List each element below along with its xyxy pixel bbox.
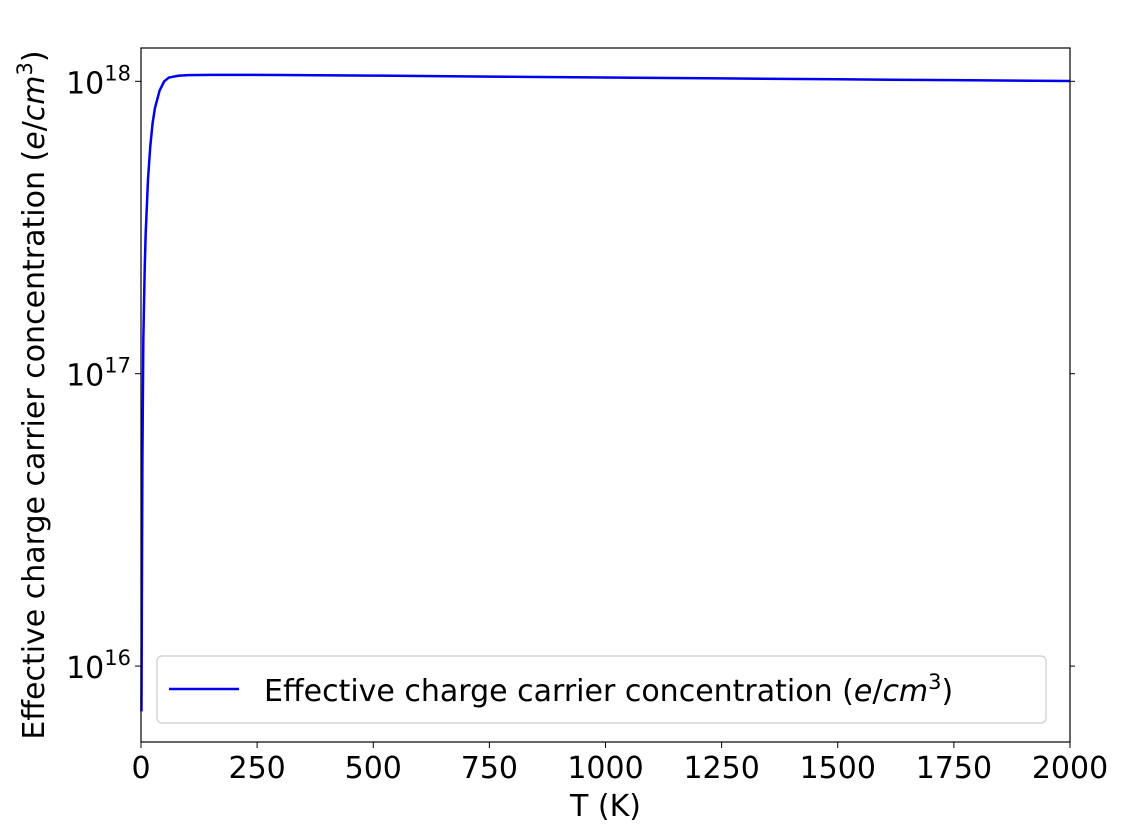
- series-layer: [140, 73, 1071, 712]
- x-tick-label: 2000: [1032, 751, 1108, 786]
- y-axis-ticks: 1016 1017 1018: [66, 61, 1075, 686]
- y-tick-label: 1016: [66, 646, 131, 686]
- x-tick-label: 1750: [916, 751, 992, 786]
- x-tick-label: 500: [345, 751, 402, 786]
- x-tick-label: 0: [131, 751, 150, 786]
- x-tick-label: 250: [228, 751, 285, 786]
- x-tick-label: 1500: [800, 751, 876, 786]
- legend-box: [156, 655, 1047, 724]
- x-axis-ticks: 0 250 500 750 1000 1250 1500 1750 2000: [131, 742, 1108, 786]
- y-axis-label: Effective charge carrier concentration (…: [13, 50, 52, 739]
- x-tick-label: 1000: [567, 751, 643, 786]
- y-tick-label: 1017: [66, 354, 131, 394]
- legend-entry: Effective charge carrier concentration (…: [264, 670, 953, 709]
- legend: Effective charge carrier concentration (…: [156, 655, 1047, 724]
- series-line-0: [140, 73, 1071, 712]
- x-tick-label: 1250: [683, 751, 759, 786]
- y-tick-label: 1018: [66, 61, 131, 101]
- plot-area: [141, 48, 1070, 742]
- x-tick-label: 750: [461, 751, 518, 786]
- x-axis-label: T (K): [569, 789, 641, 824]
